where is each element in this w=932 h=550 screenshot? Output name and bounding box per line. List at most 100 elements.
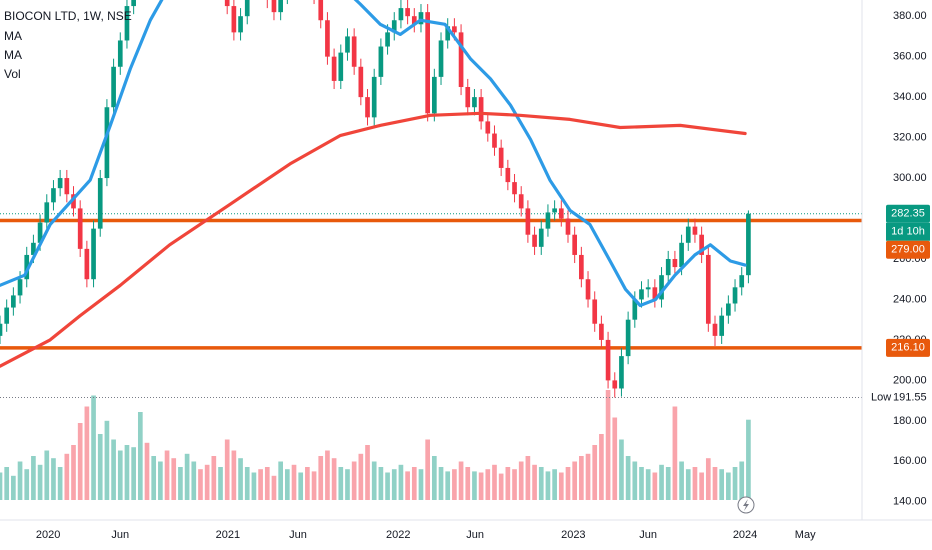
candle-body (505, 167, 511, 183)
last-price-text: 282.35 (891, 208, 925, 220)
volume-bar (371, 461, 377, 500)
level-text: 216.10 (891, 342, 925, 354)
low-label-bg (864, 388, 932, 407)
low-label-name: Low (871, 391, 891, 403)
volume-bar (645, 469, 651, 500)
candle-body (485, 121, 491, 134)
candle-body (278, 0, 283, 13)
volume-bar (57, 467, 63, 500)
candle-body (498, 147, 504, 168)
volume-bar (158, 461, 163, 500)
volume-bar (672, 406, 678, 500)
y-tick-label: 300.00 (893, 172, 927, 184)
candle-body (605, 339, 611, 381)
legend-volume: Vol (4, 67, 21, 81)
candle-body (64, 178, 70, 195)
volume-bar (398, 464, 404, 500)
volume-bar (518, 461, 524, 500)
candle-body (565, 218, 571, 235)
volume-bar (17, 461, 23, 500)
candle-body (378, 46, 384, 77)
plot-area (0, 0, 862, 500)
candle-body (365, 97, 370, 118)
x-tick-label: Jun (466, 529, 484, 541)
volume-bar (365, 445, 370, 500)
candle-body (625, 319, 631, 357)
candle-body (492, 133, 497, 148)
candle-body (224, 0, 230, 7)
candle-body (445, 26, 451, 41)
candle-body (271, 0, 277, 13)
volume-bar (726, 472, 731, 500)
volume-bar (445, 471, 451, 500)
volume-bar (97, 434, 103, 500)
candle-body (432, 76, 437, 114)
volume-bar (572, 461, 578, 500)
axes: 140.00160.00180.00200.00220.00240.00260.… (36, 10, 932, 541)
volume-bar (418, 469, 424, 500)
volume-bar (432, 456, 437, 500)
volume-bar (505, 467, 511, 500)
volume-bar (599, 434, 604, 500)
legend-title: BIOCON LTD, 1W, NSE (4, 9, 132, 23)
candle-body (712, 323, 718, 336)
candle-body (532, 234, 537, 247)
candle-body (672, 258, 678, 268)
candle-body (592, 299, 598, 324)
candle-body (692, 226, 698, 235)
candle-body (465, 87, 471, 108)
candle-body (512, 182, 517, 195)
candle-body (558, 208, 564, 219)
candle-body (318, 0, 324, 21)
volume-bar (465, 467, 471, 500)
x-tick-label: Jun (111, 529, 129, 541)
x-tick-label: 2023 (561, 529, 585, 541)
alert-bolt[interactable] (743, 499, 749, 511)
x-tick-label: 2020 (36, 529, 60, 541)
volume-bar (258, 469, 263, 500)
volume-bar (545, 471, 551, 500)
candle-body (685, 226, 691, 243)
x-tick-label: 2022 (386, 529, 410, 541)
candle-body (732, 287, 738, 304)
candle-body (525, 208, 531, 235)
candle-body (325, 20, 330, 57)
candle-body (545, 212, 551, 229)
x-tick-label: Jun (289, 529, 307, 541)
y-tick-label: 240.00 (893, 293, 927, 305)
y-tick-label: 340.00 (893, 91, 927, 103)
volume-bar (525, 456, 531, 500)
volume-bar (325, 450, 330, 500)
level-box (886, 338, 930, 357)
volume-bar (305, 467, 310, 500)
volume-bar (705, 458, 711, 500)
volume-bar (164, 450, 170, 500)
candle-body (51, 188, 56, 203)
y-tick-label: 380.00 (893, 10, 927, 22)
volume-bar (378, 467, 384, 500)
volume-bar (385, 472, 390, 500)
candle-body (244, 0, 250, 17)
candle-body (231, 6, 237, 33)
volume-bar (512, 469, 517, 500)
volume-bar (224, 439, 230, 500)
volume-bar (632, 461, 638, 500)
candle-body (746, 213, 751, 276)
candle-body (44, 202, 50, 223)
volume-bar (244, 467, 250, 500)
volume-bar (685, 469, 691, 500)
candle-body (57, 178, 63, 189)
volume-bar (699, 472, 704, 500)
volume-bar (251, 472, 257, 500)
candle-body (659, 275, 664, 300)
candle-body (84, 248, 90, 280)
volume-bar (665, 467, 671, 500)
candle-body (358, 66, 364, 98)
x-tick-label: 2024 (733, 529, 757, 541)
y-tick-label: 160.00 (893, 455, 927, 467)
candle-body (238, 16, 243, 33)
volume-bar (351, 461, 357, 500)
alert-icon[interactable] (737, 496, 755, 514)
candle-body (585, 279, 591, 300)
volume-bar (639, 467, 644, 500)
